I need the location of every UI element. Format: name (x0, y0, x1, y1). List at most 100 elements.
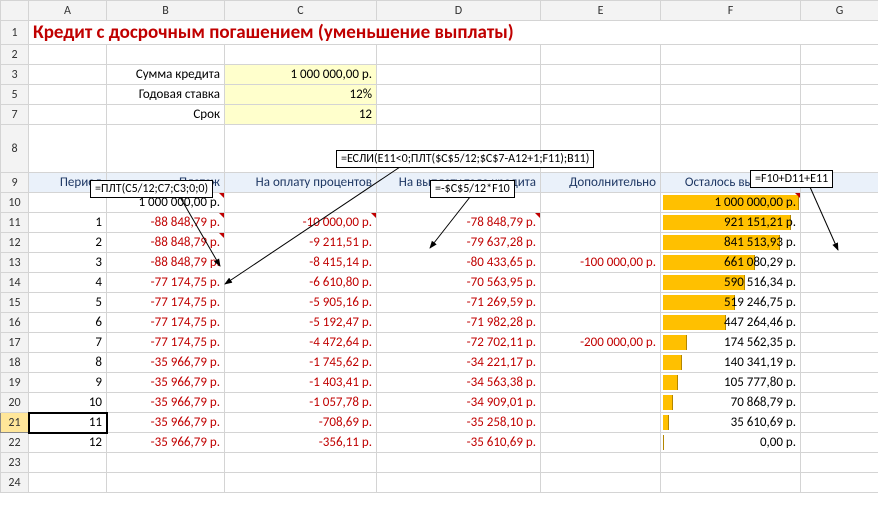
cell-B19[interactable]: -35 966,79 р. (107, 373, 225, 393)
cell-D18[interactable]: -34 221,17 р. (377, 353, 541, 373)
cell-E14[interactable] (541, 273, 661, 293)
col-header-G[interactable]: G (801, 1, 878, 21)
row-header-3[interactable]: 3 (1, 65, 29, 85)
row-header-23[interactable]: 23 (1, 453, 29, 473)
cell-F10[interactable]: 1 000 000,00 р. (661, 193, 801, 213)
cell-E19[interactable] (541, 373, 661, 393)
cell-F22[interactable]: 0,00 р. (661, 433, 801, 453)
cell-A12[interactable]: 2 (29, 233, 107, 253)
row-header-13[interactable]: 13 (1, 253, 29, 273)
cell-E13[interactable]: -100 000,00 р. (541, 253, 661, 273)
cell-F11[interactable]: 921 151,21 р. (661, 213, 801, 233)
param-value-term[interactable]: 12 (225, 105, 377, 125)
cell-A18[interactable]: 8 (29, 353, 107, 373)
col-header-C[interactable]: C (225, 1, 377, 21)
cell-C11[interactable]: -10 000,00 р. (225, 213, 377, 233)
cell-C14[interactable]: -6 610,80 р. (225, 273, 377, 293)
cell-B14[interactable]: -77 174,75 р. (107, 273, 225, 293)
row-header-22[interactable]: 22 (1, 433, 29, 453)
cell-E12[interactable] (541, 233, 661, 253)
row-header-12[interactable]: 12 (1, 233, 29, 253)
row-header-20[interactable]: 20 (1, 393, 29, 413)
row-header-11[interactable]: 11 (1, 213, 29, 233)
cell-C16[interactable]: -5 192,47 р. (225, 313, 377, 333)
param-value-rate[interactable]: 12% (225, 85, 377, 105)
col-header-E[interactable]: E (541, 1, 661, 21)
cell-B22[interactable]: -35 966,79 р. (107, 433, 225, 453)
cell-D16[interactable]: -71 982,28 р. (377, 313, 541, 333)
row-header-24[interactable]: 24 (1, 473, 29, 493)
cell-A21[interactable]: 11 (29, 413, 107, 433)
cell-B20[interactable]: -35 966,79 р. (107, 393, 225, 413)
cell-A17[interactable]: 7 (29, 333, 107, 353)
cell-D11[interactable]: -78 848,79 р. (377, 213, 541, 233)
row-header-9[interactable]: 9 (1, 173, 29, 193)
cell-B12[interactable]: -88 848,79 р. (107, 233, 225, 253)
cell-E21[interactable] (541, 413, 661, 433)
row-header-7[interactable]: 7 (1, 105, 29, 125)
spreadsheet-grid[interactable]: A B C D E F G 1Кредит с досрочным погаше… (0, 0, 878, 493)
cell-F12[interactable]: 841 513,93 р. (661, 233, 801, 253)
cell-D22[interactable]: -35 610,69 р. (377, 433, 541, 453)
row-header-2[interactable]: 2 (1, 45, 29, 65)
cell-C21[interactable]: -708,69 р. (225, 413, 377, 433)
cell-A20[interactable]: 10 (29, 393, 107, 413)
cell-C18[interactable]: -1 745,62 р. (225, 353, 377, 373)
cell-F18[interactable]: 140 341,19 р. (661, 353, 801, 373)
cell-F14[interactable]: 590 516,34 р. (661, 273, 801, 293)
cell-B17[interactable]: -77 174,75 р. (107, 333, 225, 353)
cell-D19[interactable]: -34 563,38 р. (377, 373, 541, 393)
cell-B18[interactable]: -35 966,79 р. (107, 353, 225, 373)
cell-D21[interactable]: -35 258,10 р. (377, 413, 541, 433)
cell-A22[interactable]: 12 (29, 433, 107, 453)
cell-F13[interactable]: 661 080,29 р. (661, 253, 801, 273)
row-header-10[interactable]: 10 (1, 193, 29, 213)
cell-A16[interactable]: 6 (29, 313, 107, 333)
row-header-16[interactable]: 16 (1, 313, 29, 333)
cell-B15[interactable]: -77 174,75 р. (107, 293, 225, 313)
cell-F21[interactable]: 35 610,69 р. (661, 413, 801, 433)
select-all-corner[interactable] (1, 1, 29, 21)
cell-D15[interactable]: -71 269,59 р. (377, 293, 541, 313)
row-header-1[interactable]: 1 (1, 21, 29, 45)
col-header-B[interactable]: B (107, 1, 225, 21)
cell-C20[interactable]: -1 057,78 р. (225, 393, 377, 413)
cell-D14[interactable]: -70 563,95 р. (377, 273, 541, 293)
cell-C17[interactable]: -4 472,64 р. (225, 333, 377, 353)
cell-A14[interactable]: 4 (29, 273, 107, 293)
cell-C12[interactable]: -9 211,51 р. (225, 233, 377, 253)
cell-B16[interactable]: -77 174,75 р. (107, 313, 225, 333)
row-header-18[interactable]: 18 (1, 353, 29, 373)
cell-C15[interactable]: -5 905,16 р. (225, 293, 377, 313)
row-header-17[interactable]: 17 (1, 333, 29, 353)
cell-F15[interactable]: 519 246,75 р. (661, 293, 801, 313)
cell-E17[interactable]: -200 000,00 р. (541, 333, 661, 353)
cell-E15[interactable] (541, 293, 661, 313)
cell-C13[interactable]: -8 415,14 р. (225, 253, 377, 273)
row-header-5[interactable]: 5 (1, 85, 29, 105)
cell-C19[interactable]: -1 403,41 р. (225, 373, 377, 393)
cell-B13[interactable]: -88 848,79 р. (107, 253, 225, 273)
row-header-14[interactable]: 14 (1, 273, 29, 293)
cell-B11[interactable]: -88 848,79 р. (107, 213, 225, 233)
row-header-19[interactable]: 19 (1, 373, 29, 393)
cell-D13[interactable]: -80 433,65 р. (377, 253, 541, 273)
row-header-8[interactable]: 8 (1, 125, 29, 173)
param-value-sum[interactable]: 1 000 000,00 р. (225, 65, 377, 85)
column-header-row[interactable]: A B C D E F G (1, 1, 878, 21)
cell-A15[interactable]: 5 (29, 293, 107, 313)
col-header-D[interactable]: D (377, 1, 541, 21)
cell-D17[interactable]: -72 702,11 р. (377, 333, 541, 353)
cell-F20[interactable]: 70 868,79 р. (661, 393, 801, 413)
col-header-F[interactable]: F (661, 1, 801, 21)
cell-F17[interactable]: 174 562,35 р. (661, 333, 801, 353)
cell-F16[interactable]: 447 264,46 р. (661, 313, 801, 333)
cell-B21[interactable]: -35 966,79 р. (107, 413, 225, 433)
row-header-21[interactable]: 21 (1, 413, 29, 433)
row-header-15[interactable]: 15 (1, 293, 29, 313)
cell-D12[interactable]: -79 637,28 р. (377, 233, 541, 253)
cell-E11[interactable] (541, 213, 661, 233)
col-header-A[interactable]: A (29, 1, 107, 21)
cell-E18[interactable] (541, 353, 661, 373)
cell-E22[interactable] (541, 433, 661, 453)
